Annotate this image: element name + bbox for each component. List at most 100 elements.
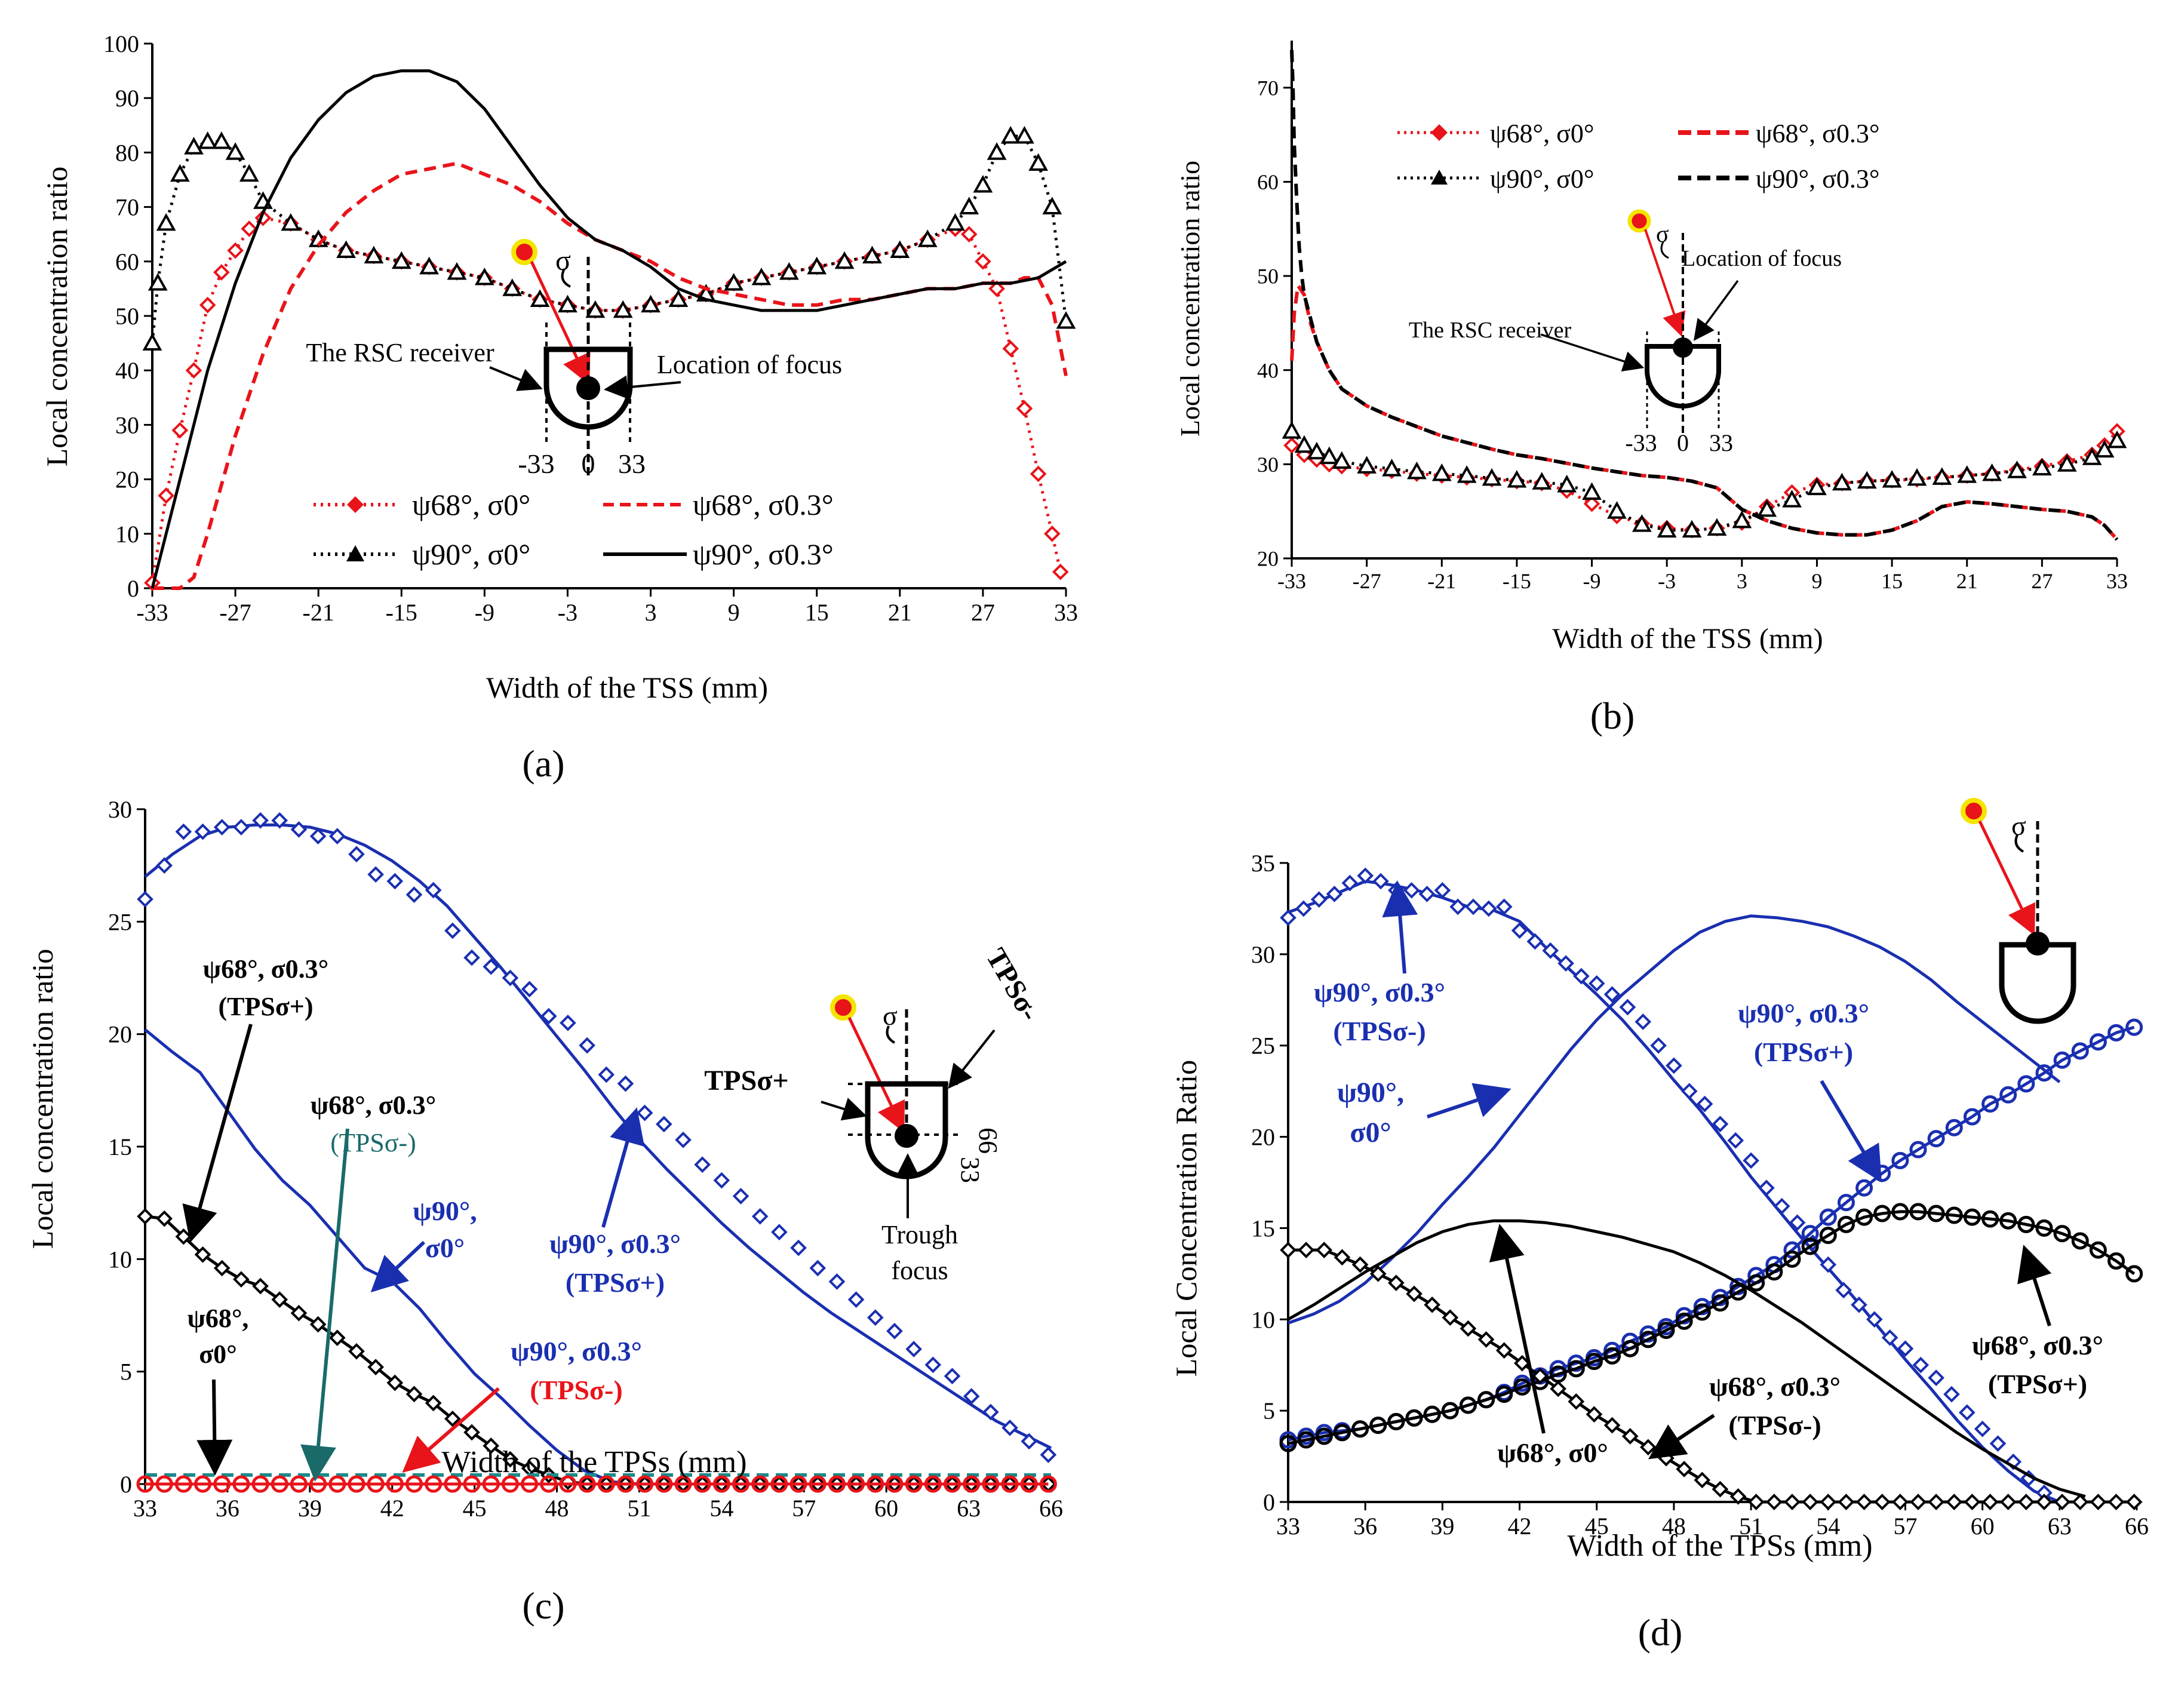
y-tick-label: 20: [115, 466, 139, 493]
data-point: [585, 300, 606, 318]
data-point: [1999, 1494, 2017, 1510]
data-point: [1675, 1307, 1693, 1325]
data-point: [232, 1475, 250, 1493]
data-point: [1675, 1312, 1693, 1330]
data-point: [944, 1475, 961, 1493]
data-point: [960, 226, 978, 243]
data-point: [1945, 1119, 1963, 1136]
data-point: [578, 1475, 596, 1493]
svg-text:(TPSσ-): (TPSσ-): [1333, 1016, 1425, 1046]
x-tick-label: 15: [805, 599, 829, 626]
data-point: [137, 1208, 153, 1225]
data-point: [988, 280, 1005, 297]
y-tick-label: 100: [103, 30, 139, 57]
series-psi68-sigma0: [1280, 1242, 2143, 1510]
data-point: [1927, 1130, 1945, 1148]
data-point: [328, 1475, 346, 1493]
data-point: [184, 137, 204, 155]
data-point: [1912, 1356, 1930, 1374]
data-point: [225, 142, 245, 160]
annot-d-psi68-s03-plus: ψ68°, σ0.3° (TPSσ+): [1972, 1245, 2103, 1399]
data-point: [2125, 1018, 2143, 1036]
x-tick-label: 63: [957, 1495, 981, 1522]
chart-d-ylabel: Local Concentration Ratio: [1169, 1060, 1203, 1377]
y-tick-label: 20: [1251, 1124, 1275, 1151]
chart-c-annotations: ψ68°, σ0.3° (TPSσ+) ψ68°, σ0.3° (TPSσ-) …: [182, 954, 681, 1482]
data-point: [1042, 196, 1062, 214]
data-point: [2036, 1494, 2053, 1510]
data-point: [386, 873, 404, 890]
data-point: [1280, 1242, 1297, 1258]
data-point: [1676, 1461, 1692, 1477]
data-point: [1568, 1393, 1585, 1410]
data-point: [1567, 1360, 1585, 1378]
data-point: [771, 1224, 788, 1240]
series-line: [150, 216, 1062, 583]
annot-d-psi90-s0: ψ90°, σ0°: [1337, 1077, 1511, 1148]
data-point: [1907, 468, 1927, 486]
focus-dot: [576, 376, 600, 400]
data-point: [1782, 490, 1802, 508]
inset-b-receiver-label: The RSC receiver: [1409, 318, 1572, 343]
data-point: [828, 1475, 846, 1493]
legend-a-psi68-s0-label: ψ68°, σ0°: [412, 488, 530, 521]
data-point: [917, 229, 938, 247]
data-point: [1307, 441, 1327, 460]
data-point: [579, 1037, 595, 1054]
data-point: [1040, 1446, 1057, 1463]
data-point: [158, 487, 175, 504]
data-point: [1052, 563, 1069, 580]
data-point: [1477, 1391, 1495, 1409]
data-point: [1424, 1297, 1440, 1313]
chart-c: 33 36 39 42 45 48 51 54 57 60 63 66 0 5 10 15 20 25 30 Wid…: [26, 796, 1063, 1627]
y-tick-label: 30: [108, 796, 132, 823]
data-point: [1892, 1494, 1909, 1510]
data-point: [483, 958, 500, 975]
x-tick-label: 42: [380, 1495, 404, 1522]
data-point: [328, 828, 346, 845]
x-tick-label: 21: [888, 599, 912, 626]
y-tick-label: 0: [1263, 1489, 1275, 1516]
series-line: [150, 69, 1067, 589]
data-point: [1666, 1057, 1682, 1074]
data-point: [213, 1475, 231, 1493]
chart-a-xlabel: Width of the TSS (mm): [486, 671, 768, 704]
x-tick-label: 54: [709, 1495, 733, 1522]
data-point: [2125, 1265, 2143, 1283]
data-point: [1855, 1208, 1873, 1226]
data-point: [1477, 1331, 1495, 1348]
data-point: [386, 1475, 404, 1493]
data-point: [271, 1291, 288, 1308]
data-point: [693, 1475, 711, 1493]
data-point: [530, 289, 550, 308]
svg-text:(TPSσ+): (TPSσ+): [1988, 1369, 2087, 1399]
data-point: [281, 213, 301, 231]
data-point: [1964, 1494, 1981, 1510]
data-point: [1694, 1472, 1711, 1489]
data-point: [405, 886, 423, 903]
data-point: [521, 981, 538, 998]
data-point: [348, 1343, 365, 1360]
legend-b-psi68-s03-label: ψ68°, σ0.3°: [1756, 119, 1879, 148]
data-point: [252, 812, 269, 829]
data-point: [482, 1475, 500, 1493]
inset-c-minus-label: TPSσ-: [979, 943, 1046, 1026]
data-point: [1729, 1283, 1747, 1301]
data-point: [751, 268, 772, 285]
x-tick-label: 33: [2106, 569, 2128, 593]
data-point: [987, 142, 1007, 160]
data-point: [1526, 933, 1544, 950]
x-tick-label: -3: [558, 599, 577, 626]
data-point: [1282, 421, 1302, 439]
svg-text:(TPSσ+): (TPSσ+): [1754, 1037, 1853, 1067]
data-point: [501, 1475, 519, 1493]
data-point: [790, 1239, 807, 1257]
legend-a-psi68-s0: ψ68°, σ0°: [314, 488, 530, 521]
y-tick-label: 30: [1251, 941, 1275, 968]
y-tick-label: 5: [1263, 1397, 1275, 1424]
data-point: [194, 823, 211, 840]
inset-a-tick-right: 33: [618, 448, 646, 479]
data-point: [1460, 1320, 1477, 1337]
data-point: [1891, 1203, 1909, 1221]
data-point: [862, 245, 882, 264]
